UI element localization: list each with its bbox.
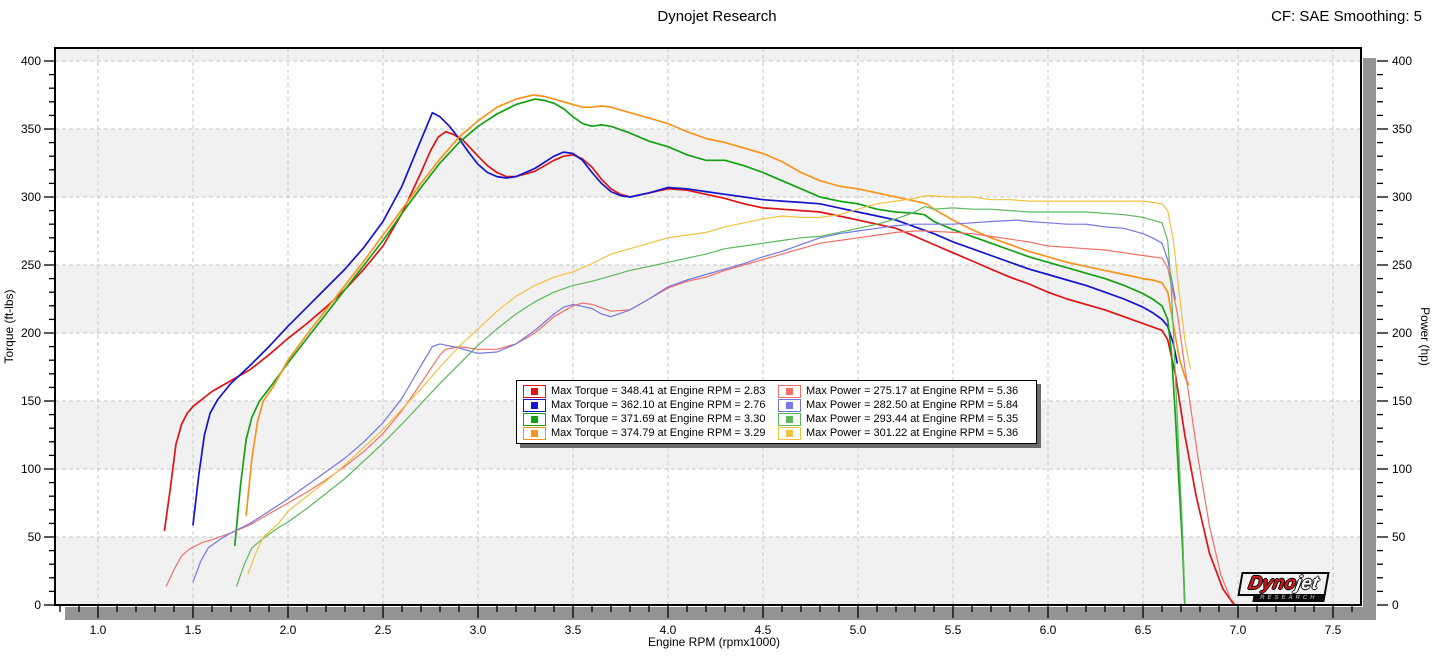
svg-text:4.0: 4.0 <box>660 623 677 637</box>
legend-label: Max Power = 301.22 at Engine RPM = 5.36 <box>806 427 1019 439</box>
svg-text:6.5: 6.5 <box>1135 623 1152 637</box>
svg-text:2.0: 2.0 <box>280 623 297 637</box>
curve-power-run-2 <box>192 219 1176 583</box>
legend-entry: Max Power = 282.50 at Engine RPM = 5.84 <box>778 398 1030 412</box>
series-color-swatch <box>523 398 546 412</box>
svg-text:4.5: 4.5 <box>755 623 772 637</box>
series-color-swatch <box>778 384 801 398</box>
logo-text-dyno: Dyno <box>1246 573 1298 594</box>
series-color-swatch <box>523 412 546 426</box>
logo-text-jet: jet <box>1294 573 1321 594</box>
legend-label: Max Power = 282.50 at Engine RPM = 5.84 <box>806 399 1019 411</box>
curve-power-run-4 <box>247 195 1192 575</box>
cf-smoothing-label: CF: SAE Smoothing: 5 <box>1271 8 1422 25</box>
svg-text:1.5: 1.5 <box>185 623 202 637</box>
series-color-fill <box>531 429 538 437</box>
svg-text:300: 300 <box>21 190 41 204</box>
svg-text:250: 250 <box>21 258 41 272</box>
curve-power-run-1 <box>165 230 1237 605</box>
rpm-axis-title: Engine RPM (rpmx1000) <box>648 635 780 649</box>
svg-text:250: 250 <box>1392 258 1412 272</box>
legend-entry: Max Power = 293.44 at Engine RPM = 5.35 <box>778 412 1030 426</box>
curve-torque-run-2 <box>192 111 1179 526</box>
dynojet-logo: Dynojet RESEARCH <box>1236 572 1330 602</box>
legend-torque-column: Max Torque = 348.41 at Engine RPM = 2.83… <box>523 384 778 440</box>
svg-text:1.0: 1.0 <box>90 623 107 637</box>
legend-box: Max Torque = 348.41 at Engine RPM = 2.83… <box>516 380 1037 444</box>
curve-power-run-3 <box>236 205 1186 605</box>
gridlines <box>55 48 1361 605</box>
series-color-swatch <box>778 398 801 412</box>
legend-label: Max Torque = 371.69 at Engine RPM = 3.30 <box>551 413 766 425</box>
legend-entry: Max Torque = 348.41 at Engine RPM = 2.83 <box>523 384 778 398</box>
series-color-swatch <box>523 384 546 398</box>
svg-text:350: 350 <box>1392 122 1412 136</box>
legend-entry: Max Power = 301.22 at Engine RPM = 5.36 <box>778 426 1030 440</box>
legend-power-column: Max Power = 275.17 at Engine RPM = 5.36 … <box>778 384 1030 440</box>
series-color-fill <box>531 415 538 423</box>
legend-entry: Max Torque = 374.79 at Engine RPM = 3.29 <box>523 426 778 440</box>
curve-torque-run-3 <box>233 98 1186 605</box>
series-color-swatch <box>778 426 801 440</box>
svg-text:5.5: 5.5 <box>945 623 962 637</box>
series-color-fill <box>531 401 538 409</box>
svg-text:200: 200 <box>21 326 41 340</box>
svg-text:300: 300 <box>1392 190 1412 204</box>
svg-text:3.5: 3.5 <box>565 623 582 637</box>
legend-entry: Max Torque = 371.69 at Engine RPM = 3.30 <box>523 412 778 426</box>
curve-torque-run-4 <box>245 94 1190 517</box>
legend-label: Max Power = 275.17 at Engine RPM = 5.36 <box>806 385 1019 397</box>
series-color-fill <box>786 387 793 395</box>
torque-axis-title: Torque (ft-lbs) <box>2 289 16 363</box>
svg-text:5.0: 5.0 <box>850 623 867 637</box>
svg-text:7.5: 7.5 <box>1325 623 1342 637</box>
series-color-fill <box>531 387 538 395</box>
svg-text:100: 100 <box>21 462 41 476</box>
svg-text:150: 150 <box>21 394 41 408</box>
series-color-fill <box>786 415 793 423</box>
page-title: Dynojet Research <box>657 8 777 25</box>
legend-entry: Max Torque = 362.10 at Engine RPM = 2.76 <box>523 398 778 412</box>
svg-text:6.0: 6.0 <box>1040 623 1057 637</box>
svg-text:150: 150 <box>1392 394 1412 408</box>
axis-ticks <box>44 60 1388 618</box>
svg-text:2.5: 2.5 <box>375 623 392 637</box>
dyno-curves <box>163 94 1237 605</box>
legend-entry: Max Power = 275.17 at Engine RPM = 5.36 <box>778 384 1030 398</box>
series-color-fill <box>786 429 793 437</box>
left-tick-labels: 0 50 100 150 200 250 300 350 400 <box>21 54 41 612</box>
power-axis-title: Power (hp) <box>1418 307 1432 366</box>
legend-label: Max Torque = 374.79 at Engine RPM = 3.29 <box>551 427 766 439</box>
series-color-swatch <box>523 426 546 440</box>
legend-label: Max Power = 293.44 at Engine RPM = 5.35 <box>806 413 1019 425</box>
svg-text:200: 200 <box>1392 326 1412 340</box>
svg-text:3.0: 3.0 <box>470 623 487 637</box>
svg-text:350: 350 <box>21 122 41 136</box>
legend-label: Max Torque = 348.41 at Engine RPM = 2.83 <box>551 385 766 397</box>
series-color-swatch <box>778 412 801 426</box>
svg-text:100: 100 <box>1392 462 1412 476</box>
legend-label: Max Torque = 362.10 at Engine RPM = 2.76 <box>551 399 766 411</box>
logo-text-research: RESEARCH <box>1252 594 1326 602</box>
plot-border <box>54 47 1362 606</box>
svg-text:0: 0 <box>34 598 41 612</box>
svg-text:400: 400 <box>21 54 41 68</box>
series-color-fill <box>786 401 793 409</box>
svg-text:7.0: 7.0 <box>1230 623 1247 637</box>
svg-text:0: 0 <box>1392 598 1399 612</box>
dynojet-logo-plate: Dynojet <box>1237 572 1330 596</box>
svg-text:400: 400 <box>1392 54 1412 68</box>
svg-text:50: 50 <box>28 530 42 544</box>
svg-text:50: 50 <box>1392 530 1406 544</box>
curve-torque-run-1 <box>163 130 1236 605</box>
x-tick-labels: 1.0 1.5 2.0 2.5 3.0 3.5 4.0 4.5 5.0 5.5 6.0 6.5 7.0 7… <box>90 623 1342 637</box>
right-tick-labels: 0 50 100 150 200 250 300 350 400 <box>1392 54 1412 612</box>
